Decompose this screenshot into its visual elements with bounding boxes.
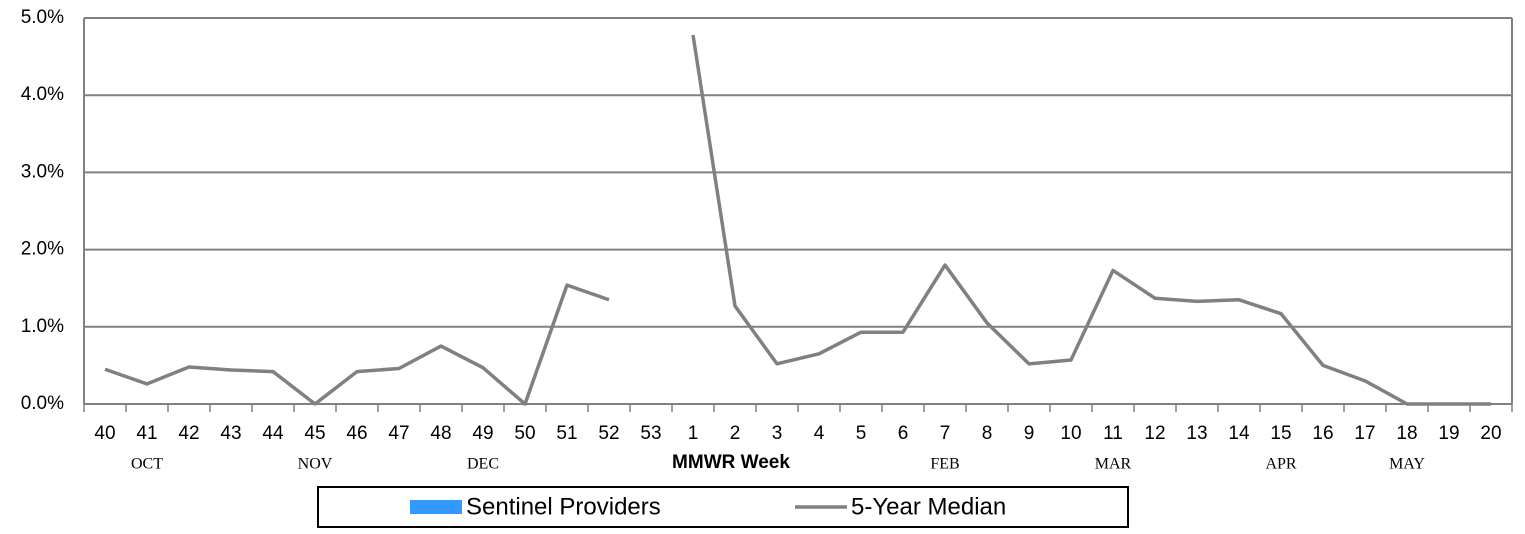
month-label: APR [1265, 456, 1296, 473]
month-label: OCT [131, 456, 163, 473]
legend-swatch [410, 500, 462, 514]
x-tick-label: 2 [730, 423, 741, 444]
x-tick-label: 16 [1312, 423, 1333, 444]
x-tick-label: 44 [262, 423, 284, 444]
legend-label: 5-Year Median [851, 493, 1006, 520]
x-tick-label: 10 [1060, 423, 1081, 444]
x-tick-label: 17 [1354, 423, 1375, 444]
y-tick-label: 0.0% [21, 393, 64, 414]
x-tick-label: 15 [1270, 423, 1291, 444]
y-tick-label: 2.0% [21, 239, 64, 260]
x-tick-label: 3 [772, 423, 783, 444]
x-tick-label: 47 [388, 423, 409, 444]
x-tick-label: 12 [1144, 423, 1165, 444]
x-tick-label: 11 [1103, 423, 1123, 444]
x-tick-label: 46 [346, 423, 367, 444]
month-label: NOV [298, 456, 333, 473]
x-tick-label: 8 [982, 423, 993, 444]
month-label: MAY [1389, 456, 1425, 473]
x-tick-label: 50 [514, 423, 535, 444]
x-tick-label: 45 [304, 423, 325, 444]
x-tick-label: 14 [1228, 423, 1250, 444]
x-tick-label: 51 [556, 423, 577, 444]
x-tick-label: 48 [430, 423, 451, 444]
x-tick-label: 7 [940, 423, 951, 444]
x-tick-label: 1 [688, 423, 699, 444]
x-tick-label: 13 [1186, 423, 1207, 444]
x-tick-label: 19 [1438, 423, 1459, 444]
x-tick-label: 40 [94, 423, 115, 444]
x-tick-label: 42 [178, 423, 199, 444]
x-tick-label: 6 [898, 423, 909, 444]
x-tick-label: 43 [220, 423, 241, 444]
y-tick-label: 5.0% [21, 7, 64, 28]
x-tick-label: 41 [136, 423, 157, 444]
x-tick-label: 49 [472, 423, 493, 444]
x-tick-label: 18 [1396, 423, 1417, 444]
legend-label: Sentinel Providers [466, 493, 661, 520]
x-tick-label: 52 [598, 423, 619, 444]
line [104, 34, 1491, 406]
month-label: FEB [930, 456, 959, 473]
x-tick-label: 20 [1480, 423, 1501, 444]
x-tick-label: 53 [640, 423, 661, 444]
x-tick-label: 9 [1024, 423, 1035, 444]
x-axis-title: MMWR Week [672, 452, 790, 473]
month-label: DEC [467, 456, 499, 473]
month-label: MAR [1095, 456, 1132, 473]
y-tick-label: 1.0% [21, 316, 64, 337]
y-tick-label: 4.0% [21, 84, 64, 105]
x-tick-label: 4 [814, 423, 825, 444]
y-tick-label: 3.0% [21, 161, 64, 182]
x-tick-label: 5 [856, 423, 867, 444]
